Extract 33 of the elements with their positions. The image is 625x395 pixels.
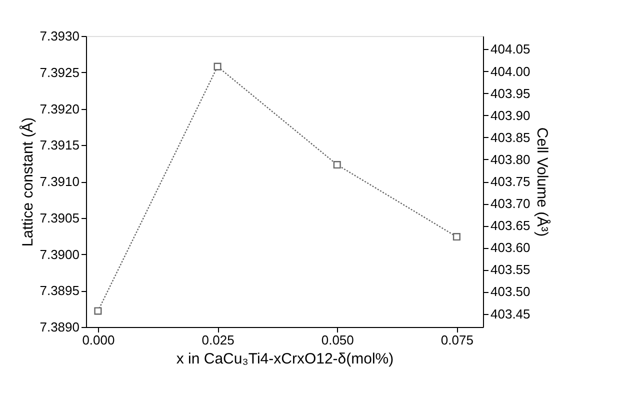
y2-tick-label: 403.70 xyxy=(490,196,530,212)
y2-tick-label: 403.55 xyxy=(490,262,530,278)
y-tick-label: 7.3930 xyxy=(40,28,80,44)
y-axis-title: Lattice constant (Å) xyxy=(18,117,37,247)
x-axis-title: x in CaCu₃Ti4-xCrxO12-δ(mol%) xyxy=(176,350,394,368)
y-tick-label: 7.3905 xyxy=(40,210,80,226)
y-tick-label: 7.3920 xyxy=(40,101,80,116)
y-tick-label: 7.3915 xyxy=(40,138,80,153)
point xyxy=(214,62,222,70)
y2-tick-label: 404.00 xyxy=(490,64,530,79)
x-tick-label: 0.050 xyxy=(321,332,354,348)
point xyxy=(333,161,341,169)
y2-tick-label: 404.05 xyxy=(490,42,530,57)
y2-tick-label: 403.85 xyxy=(490,130,530,145)
y2-tick-label: 403.65 xyxy=(490,218,530,234)
y-tick-label: 7.3890 xyxy=(40,320,80,334)
y2-tick-label: 403.50 xyxy=(490,284,530,300)
point xyxy=(94,307,102,315)
y2-tick-label: 403.80 xyxy=(490,152,530,167)
x-tick-label: 0.075 xyxy=(440,332,474,348)
y-tick-label: 7.3910 xyxy=(40,174,80,189)
y-tick-label: 7.3900 xyxy=(40,246,80,262)
y2-tick-label: 403.45 xyxy=(490,306,530,322)
y-tick-label: 7.3895 xyxy=(40,283,80,298)
y2-tick-label: 403.95 xyxy=(490,86,530,101)
x-tick-label: 0.025 xyxy=(202,332,234,348)
point xyxy=(452,233,460,241)
y2-tick-label: 403.75 xyxy=(490,174,530,189)
y2-axis-title: Cell Volume (Å³) xyxy=(533,127,552,237)
y-tick-label: 7.3925 xyxy=(40,64,80,80)
x-tick-label: 0.000 xyxy=(82,332,115,348)
y2-tick-label: 403.90 xyxy=(490,108,530,123)
y2-tick-label: 403.60 xyxy=(490,240,530,256)
